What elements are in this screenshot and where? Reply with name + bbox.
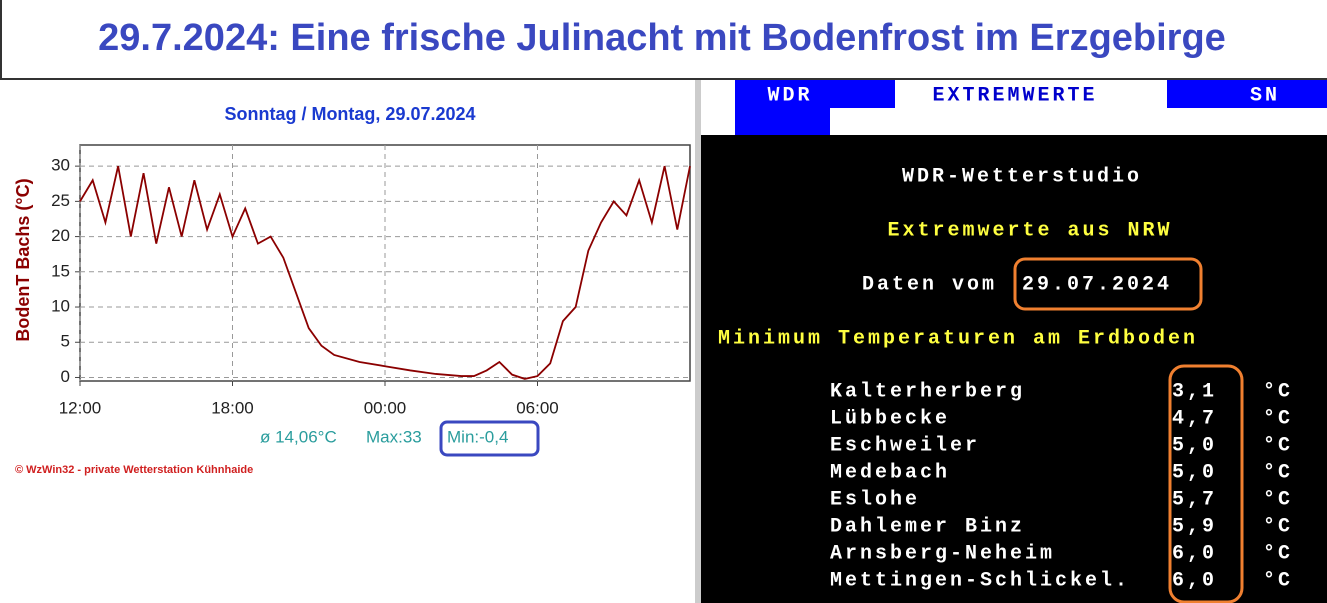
- temperature: 6,0: [1172, 569, 1217, 592]
- teletext-screen: [701, 135, 1327, 603]
- data-line: [79, 165, 691, 380]
- temperature: 5,7: [1172, 488, 1217, 511]
- y-tick-label: 0: [61, 367, 70, 386]
- tab: EXTREMWERTE: [932, 84, 1097, 107]
- y-axis-label: BodenT Bachs (°C): [13, 178, 33, 341]
- page-title: 29.7.2024: Eine frische Julinacht mit Bo…: [98, 17, 1226, 59]
- y-tick-label: 20: [51, 226, 70, 245]
- date: 29.07.2024: [1022, 273, 1172, 296]
- tab: SN: [1250, 84, 1280, 107]
- annotation: ø 14,06°C: [260, 427, 337, 446]
- unit: °C: [1263, 569, 1293, 592]
- highlight: [1013, 257, 1203, 311]
- annotation: Min:-0,4: [447, 427, 508, 446]
- station: Dahlemer Binz: [830, 515, 1025, 538]
- annotation: Max:33: [366, 427, 422, 446]
- tab-box: [735, 108, 830, 135]
- unit: °C: [1263, 542, 1293, 565]
- unit: °C: [1263, 488, 1293, 511]
- y-tick-label: 10: [51, 297, 70, 316]
- y-tick-label: 30: [51, 156, 70, 175]
- unit: °C: [1263, 461, 1293, 484]
- highlight: [1168, 364, 1244, 603]
- title-bar: [0, 0, 1327, 80]
- station: Medebach: [830, 461, 950, 484]
- station: Eschweiler: [830, 434, 980, 457]
- x-tick-label: 00:00: [364, 398, 407, 417]
- station: Eslohe: [830, 488, 920, 511]
- heading: Minimum Temperaturen am Erdboden: [718, 327, 1198, 350]
- footer: © WzWin32 - private Wetterstation Kühnha…: [15, 464, 253, 476]
- station: Lübbecke: [830, 407, 950, 430]
- temperature: 4,7: [1172, 407, 1217, 430]
- temperature: 6,0: [1172, 542, 1217, 565]
- station: Arnsberg-Neheim: [830, 542, 1055, 565]
- y-tick-label: 15: [51, 261, 70, 280]
- tab: WDR: [767, 84, 812, 107]
- x-tick-label: 12:00: [59, 398, 102, 417]
- studio: WDR-Wetterstudio: [902, 165, 1142, 188]
- unit: °C: [1263, 407, 1293, 430]
- unit: °C: [1263, 434, 1293, 457]
- unit: °C: [1263, 380, 1293, 403]
- x-tick-label: 18:00: [211, 398, 254, 417]
- temperature: 5,0: [1172, 461, 1217, 484]
- date-prefix: Daten vom: [862, 273, 997, 296]
- station: Mettingen-Schlickel.: [830, 569, 1130, 592]
- divider: [695, 80, 701, 603]
- highlight: [439, 420, 540, 457]
- chart-title: Sonntag / Montag, 29.07.2024: [224, 104, 475, 124]
- temperature: 5,0: [1172, 434, 1217, 457]
- subtitle: Extremwerte aus NRW: [887, 219, 1172, 242]
- y-tick-label: 5: [61, 332, 70, 351]
- tab-box: [1167, 80, 1327, 108]
- y-tick-label: 25: [51, 191, 70, 210]
- station: Kalterherberg: [830, 380, 1025, 403]
- x-tick-label: 06:00: [516, 398, 559, 417]
- temperature: 3,1: [1172, 380, 1217, 403]
- temperature: 5,9: [1172, 515, 1217, 538]
- unit: °C: [1263, 515, 1293, 538]
- tab-box: [735, 80, 895, 108]
